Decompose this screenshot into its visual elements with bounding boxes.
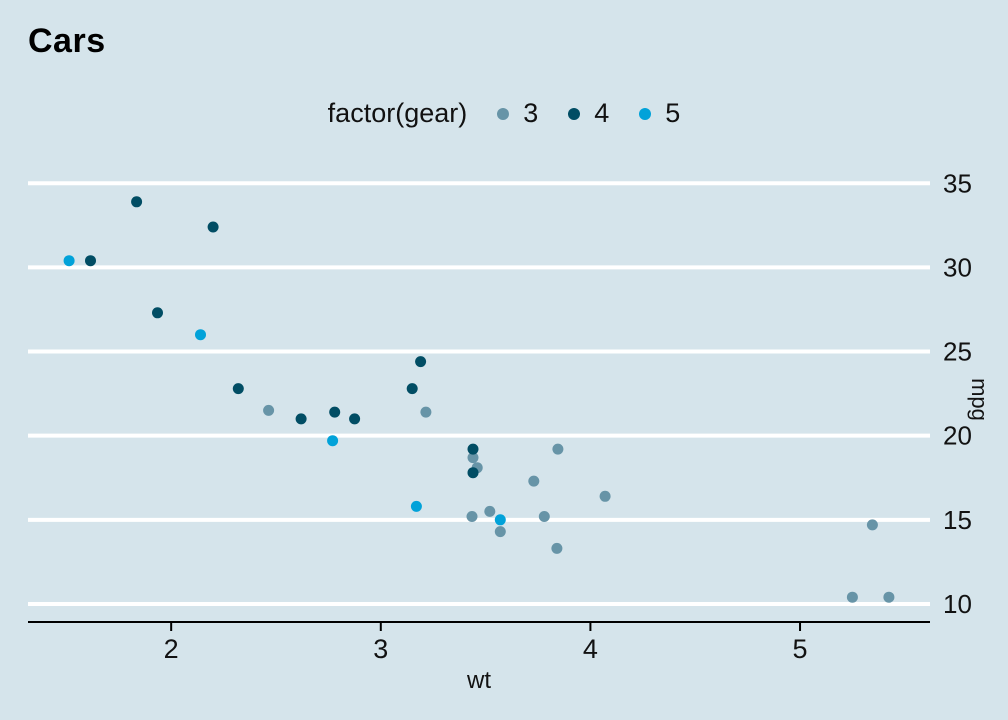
legend-item-gear-3: 3 bbox=[497, 98, 538, 129]
data-point-gear-3 bbox=[263, 404, 275, 416]
data-point-gear-3 bbox=[866, 519, 878, 531]
data-point-gear-3 bbox=[484, 505, 496, 517]
y-tick-label: 10 bbox=[943, 589, 972, 619]
x-axis-title: wt bbox=[466, 667, 491, 694]
legend-label-gear-5: 5 bbox=[665, 98, 681, 128]
x-tick-label: 3 bbox=[373, 634, 388, 664]
x-tick-label: 2 bbox=[164, 634, 179, 664]
legend-item-gear-5: 5 bbox=[639, 98, 680, 129]
data-point-gear-4 bbox=[232, 383, 244, 395]
data-point-gear-3 bbox=[466, 511, 478, 522]
y-tick-label: 35 bbox=[943, 168, 972, 198]
data-point-gear-3 bbox=[551, 542, 563, 554]
data-point-gear-3 bbox=[528, 475, 540, 487]
chart-title: Cars bbox=[28, 22, 106, 60]
legend-label-gear-3: 3 bbox=[523, 98, 539, 128]
legend-swatch-gear5-icon bbox=[639, 107, 652, 120]
x-tick-label: 5 bbox=[793, 634, 808, 664]
data-point-gear-5 bbox=[410, 500, 422, 512]
data-point-gear-3 bbox=[599, 490, 611, 502]
data-point-gear-3 bbox=[467, 452, 479, 464]
data-point-gear-5 bbox=[195, 329, 206, 341]
x-tick-label: 4 bbox=[583, 634, 598, 664]
data-point-gear-4 bbox=[415, 356, 427, 368]
y-tick-label: 30 bbox=[943, 252, 972, 282]
data-point-gear-3 bbox=[883, 591, 895, 603]
data-point-gear-4 bbox=[406, 383, 418, 395]
data-point-gear-4 bbox=[131, 196, 143, 208]
data-point-gear-4 bbox=[349, 413, 361, 425]
legend-swatch-gear4-icon bbox=[568, 107, 581, 120]
data-point-gear-4 bbox=[207, 221, 219, 233]
data-point-gear-5 bbox=[327, 435, 339, 447]
data-point-gear-3 bbox=[846, 591, 858, 603]
data-point-gear-5 bbox=[63, 255, 75, 267]
data-point-gear-5 bbox=[494, 514, 506, 526]
legend: factor(gear) 3 4 5 bbox=[0, 98, 1008, 129]
data-point-gear-4 bbox=[85, 255, 96, 267]
legend-swatch-gear3-icon bbox=[497, 107, 510, 120]
data-point-gear-4 bbox=[467, 467, 479, 479]
data-point-gear-4 bbox=[295, 413, 307, 425]
data-point-gear-3 bbox=[420, 406, 432, 418]
data-point-gear-4 bbox=[329, 406, 341, 418]
data-point-gear-4 bbox=[152, 307, 163, 319]
y-tick-label: 20 bbox=[943, 421, 972, 451]
legend-label-gear-4: 4 bbox=[594, 98, 610, 128]
y-tick-label: 15 bbox=[943, 505, 972, 535]
legend-title: factor(gear) bbox=[327, 98, 468, 128]
data-point-gear-3 bbox=[538, 511, 550, 522]
data-point-gear-3 bbox=[552, 443, 564, 455]
data-point-gear-4 bbox=[467, 443, 479, 455]
y-tick-label: 25 bbox=[943, 337, 972, 367]
data-point-gear-3 bbox=[494, 526, 506, 538]
y-axis-title: mpg bbox=[967, 378, 992, 421]
legend-item-gear-4: 4 bbox=[568, 98, 609, 129]
